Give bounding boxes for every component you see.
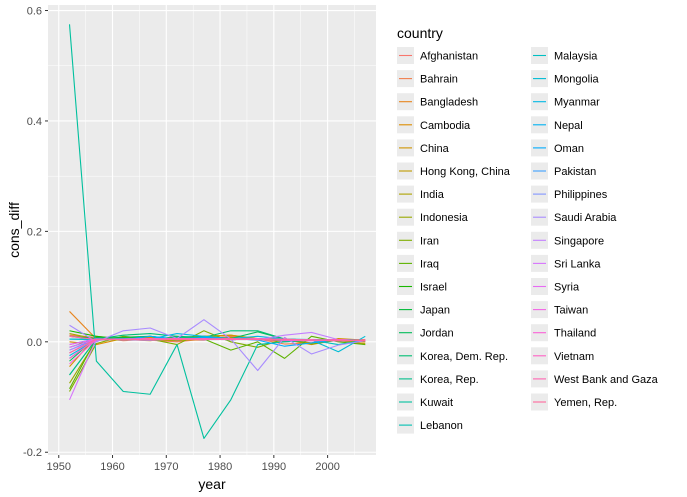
legend-items: Afghanistan Bahrain Bangladesh Cambodia Chin…: [397, 47, 659, 434]
legend-label: Singapore: [554, 235, 604, 247]
legend-label: China: [420, 143, 450, 155]
legend-label: Israel: [420, 282, 447, 294]
legend-label: Saudi Arabia: [554, 212, 617, 224]
x-tick-label: 2000: [315, 461, 339, 473]
y-axis: -0.2 0.0 0.2 0.4 0.6: [23, 6, 48, 459]
legend-label: Japan: [420, 305, 450, 317]
plot-panel: [48, 5, 376, 455]
legend-label: Bahrain: [420, 74, 458, 86]
x-axis-title: year: [198, 476, 226, 492]
legend-label: India: [420, 189, 445, 201]
series-line: [69, 337, 366, 354]
legend-label: Afghanistan: [420, 51, 478, 63]
legend-label: Vietnam: [554, 351, 594, 363]
legend-label: Iran: [420, 235, 439, 247]
legend-label: Cambodia: [420, 120, 471, 132]
legend-label: Korea, Rep.: [420, 374, 479, 386]
series-lines: [68, 24, 366, 439]
y-tick-label: 0.4: [27, 116, 42, 128]
legend-label: Philippines: [554, 189, 608, 201]
x-tick-label: 1990: [262, 461, 286, 473]
legend-label: Nepal: [554, 120, 583, 132]
legend-label: Lebanon: [420, 420, 463, 432]
x-tick-label: 1970: [154, 461, 178, 473]
legend-label: Indonesia: [420, 212, 469, 224]
legend-label: Yemen, Rep.: [554, 397, 617, 409]
legend-label: Kuwait: [420, 397, 453, 409]
y-tick-label: 0.6: [27, 6, 42, 18]
legend-label: Iraq: [420, 258, 439, 270]
y-tick-label: 0.2: [27, 226, 42, 238]
legend-label: Taiwan: [554, 305, 588, 317]
legend-label: Oman: [554, 143, 584, 155]
legend-title: country: [397, 25, 443, 41]
legend-label: Myanmar: [554, 97, 600, 109]
legend-label: Syria: [554, 282, 580, 294]
x-tick-label: 1950: [47, 461, 71, 473]
legend-label: Korea, Dem. Rep.: [420, 351, 508, 363]
legend-label: Hong Kong, China: [420, 166, 511, 178]
legend-label: Bangladesh: [420, 97, 478, 109]
y-tick-label: -0.2: [23, 447, 42, 459]
legend-label: Sri Lanka: [554, 258, 601, 270]
legend-label: Jordan: [420, 328, 454, 340]
legend-label: Malaysia: [554, 51, 598, 63]
y-axis-title: cons_diff: [6, 202, 22, 258]
x-tick-label: 1980: [208, 461, 232, 473]
x-axis: 1950 1960 1970 1980 1990 2000: [47, 455, 340, 473]
legend: country Afghanistan Bahrain Bangladesh Camb…: [397, 25, 659, 434]
x-tick-label: 1960: [100, 461, 124, 473]
series-line: [69, 319, 366, 372]
legend-label: Pakistan: [554, 166, 596, 178]
legend-label: West Bank and Gaza: [554, 374, 659, 386]
y-tick-label: 0.0: [27, 337, 42, 349]
legend-label: Thailand: [554, 328, 596, 340]
legend-label: Mongolia: [554, 74, 600, 86]
